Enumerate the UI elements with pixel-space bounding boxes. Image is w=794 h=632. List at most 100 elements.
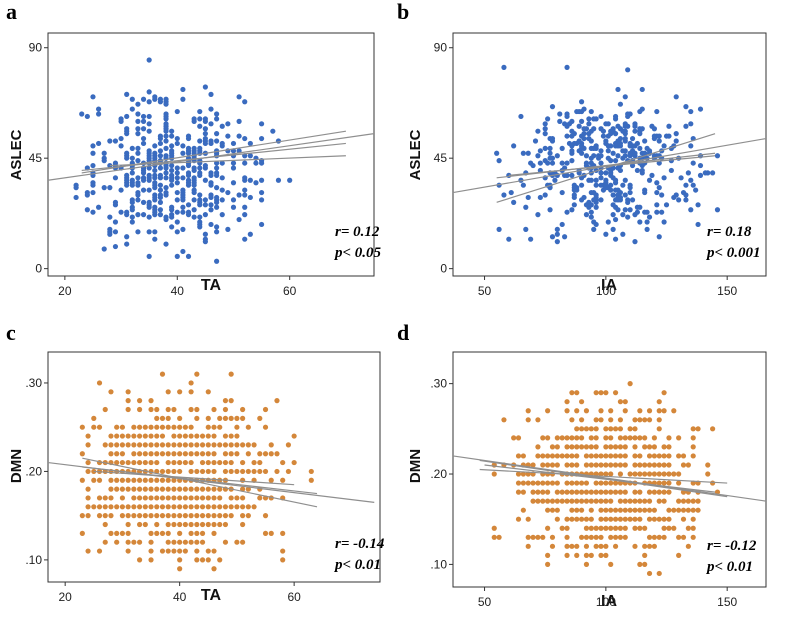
data-point	[559, 498, 565, 504]
data-point	[159, 415, 166, 421]
data-point	[600, 133, 607, 139]
data-point	[571, 194, 577, 201]
data-point	[530, 462, 536, 468]
data-point	[135, 180, 141, 186]
data-point	[651, 534, 657, 540]
data-point	[125, 548, 131, 554]
data-point	[182, 486, 188, 492]
data-point	[598, 543, 604, 549]
data-point	[600, 128, 607, 134]
data-point	[663, 202, 670, 208]
data-point	[656, 489, 662, 495]
data-point	[90, 150, 96, 156]
data-point	[593, 177, 599, 183]
data-point	[225, 189, 231, 196]
data-point	[656, 516, 662, 522]
x-axis-label: TA	[201, 587, 222, 604]
data-point	[632, 417, 638, 423]
data-point	[588, 214, 594, 220]
data-point	[598, 471, 604, 477]
data-point	[598, 390, 604, 396]
data-point	[152, 236, 158, 242]
data-point	[159, 477, 166, 483]
data-point	[208, 207, 214, 213]
data-point	[622, 462, 628, 468]
y-axis-label: ASLEC	[407, 129, 424, 180]
data-point	[102, 539, 108, 545]
data-point	[171, 451, 177, 457]
data-point	[574, 498, 580, 504]
data-point	[608, 128, 614, 134]
data-point	[84, 189, 90, 196]
data-point	[680, 453, 687, 459]
fit-line	[93, 470, 295, 486]
data-point	[114, 459, 120, 466]
data-point	[95, 111, 102, 117]
data-point	[508, 189, 514, 196]
data-point	[680, 516, 687, 522]
data-point	[520, 480, 526, 486]
data-point	[79, 424, 85, 430]
data-point	[574, 462, 580, 468]
data-point	[603, 180, 609, 186]
data-point	[564, 543, 570, 549]
data-point	[661, 498, 667, 504]
data-point	[557, 111, 563, 117]
data-point	[651, 444, 657, 450]
data-point	[85, 495, 91, 501]
data-point	[262, 530, 269, 536]
data-point	[163, 189, 169, 196]
data-point	[211, 495, 217, 501]
data-point	[101, 150, 107, 156]
data-point	[146, 187, 152, 193]
data-point	[253, 180, 259, 186]
data-point	[598, 525, 604, 531]
data-point	[188, 424, 194, 430]
data-point	[163, 175, 169, 181]
data-point	[148, 486, 154, 492]
x-tick-label: 20	[58, 590, 72, 604]
data-point	[506, 236, 512, 242]
data-point	[683, 123, 689, 129]
data-point	[114, 530, 120, 536]
data-point	[659, 209, 665, 215]
data-point	[163, 185, 169, 191]
data-point	[574, 435, 580, 441]
data-point	[549, 135, 556, 142]
data-point	[673, 131, 679, 137]
data-point	[236, 133, 242, 139]
data-point	[656, 462, 662, 468]
data-point	[177, 513, 183, 519]
data-point	[102, 521, 108, 528]
data-point	[542, 126, 548, 132]
data-point	[632, 489, 638, 495]
data-point	[637, 453, 643, 459]
data-point	[571, 202, 577, 208]
data-point	[114, 433, 120, 439]
data-point	[225, 226, 231, 232]
plot-frame	[452, 32, 767, 277]
data-point	[188, 530, 194, 536]
data-point	[632, 453, 638, 459]
data-point	[634, 167, 641, 174]
fit-line	[82, 457, 318, 508]
data-point	[114, 424, 120, 430]
data-point	[240, 486, 246, 492]
data-point	[661, 175, 667, 181]
data-point	[574, 390, 580, 396]
data-point	[690, 534, 696, 540]
data-point	[135, 101, 141, 107]
data-point	[530, 498, 536, 504]
data-point	[520, 471, 526, 477]
data-point	[617, 435, 624, 441]
data-point	[257, 495, 263, 501]
panel-letter: d	[397, 320, 409, 345]
data-point	[622, 516, 628, 522]
data-point	[247, 194, 253, 201]
data-point	[591, 197, 597, 203]
data-point	[656, 408, 662, 414]
data-point	[146, 202, 152, 208]
data-point	[695, 426, 701, 432]
data-point	[188, 495, 194, 501]
data-point	[632, 426, 638, 432]
